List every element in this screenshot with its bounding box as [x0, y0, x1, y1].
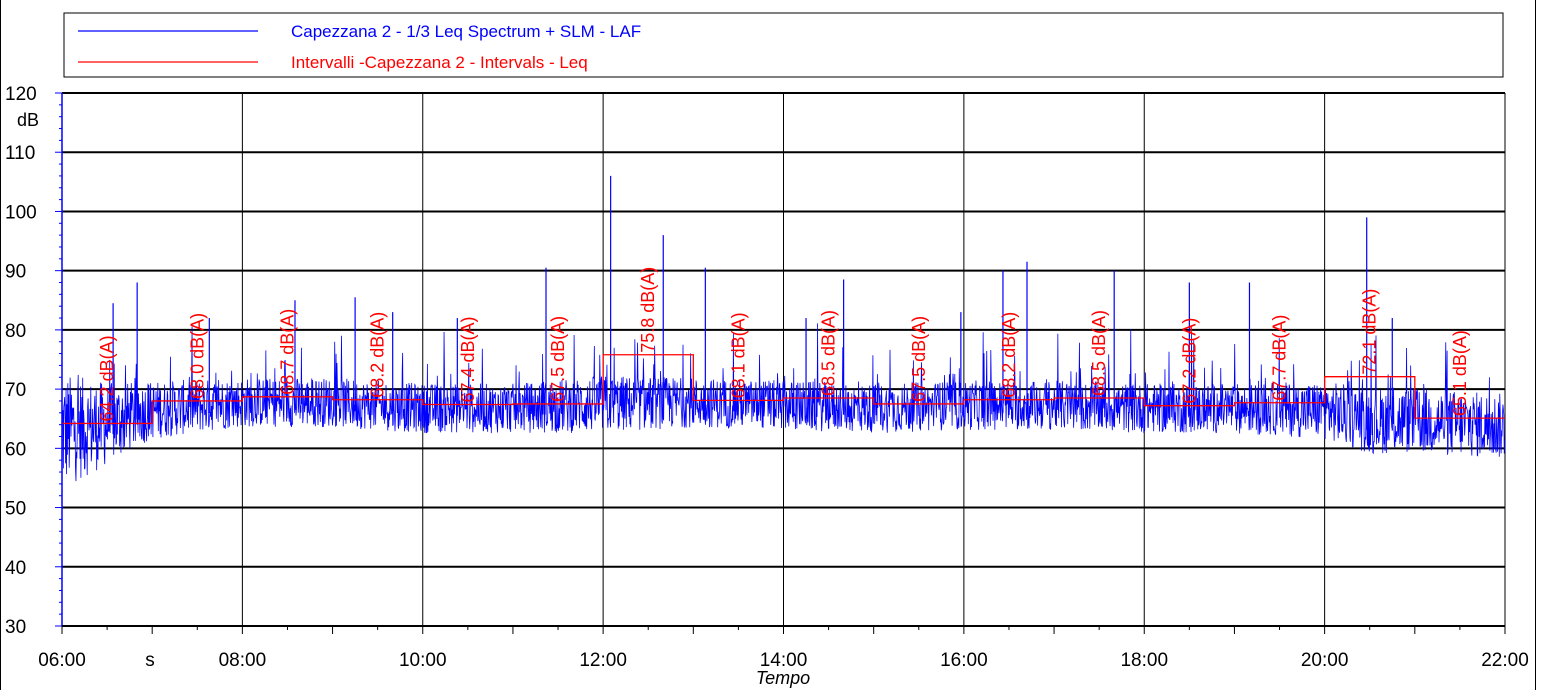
x-tick-label: 20:00 [1301, 650, 1349, 671]
legend-label-intervals: Intervalli -Capezzana 2 - Intervals - Le… [291, 53, 588, 72]
legend-label-laf: Capezzana 2 - 1/3 Leq Spectrum + SLM - L… [291, 22, 641, 41]
interval-label: 64.2 dB(A) [97, 335, 117, 421]
interval-label: 67.4 dB(A) [458, 316, 478, 402]
y-tick-label: 60 [5, 439, 26, 460]
legend: Capezzana 2 - 1/3 Leq Spectrum + SLM - L… [63, 12, 1504, 78]
y-tick-label: 40 [5, 558, 26, 579]
x-axis-title: Tempo [756, 668, 810, 688]
legend-box [63, 12, 1504, 78]
interval-label: 67.5 dB(A) [909, 316, 929, 402]
interval-label: 65.1 dB(A) [1450, 330, 1470, 416]
y-tick-label: 50 [5, 499, 26, 520]
y-tick-label: 90 [5, 262, 26, 283]
interval-label: 68.7 dB(A) [277, 309, 297, 395]
interval-label: 68.1 dB(A) [728, 312, 748, 398]
x-tick-label: 10:00 [399, 650, 447, 671]
y-tick-label: 110 [5, 143, 35, 164]
interval-label: 67.2 dB(A) [1179, 318, 1199, 404]
interval-label: 72.1 dB(A) [1360, 289, 1380, 375]
interval-label: 67.7 dB(A) [1270, 315, 1290, 401]
x-tick-label: 06:00 [38, 650, 86, 671]
axes: 30 40 50 60 70 80 90 100 110 120 06:00 08:00 10:00 12… [5, 84, 1529, 671]
x-tick-label: 08:00 [219, 650, 267, 671]
interval-label: 75.8 dB(A) [638, 267, 658, 353]
x-axis-unit: s [145, 650, 155, 671]
y-axis-unit: dB [17, 110, 39, 130]
x-tick-label: 12:00 [579, 650, 627, 671]
interval-label: 68.0 dB(A) [187, 313, 207, 399]
x-tick-label: 18:00 [1120, 650, 1168, 671]
x-tick-label: 14:00 [760, 650, 808, 671]
interval-label: 68.2 dB(A) [368, 312, 388, 398]
grid [61, 92, 1506, 627]
y-tick-label: 120 [5, 84, 37, 105]
interval-step-line [62, 354, 1505, 425]
interval-label: 68.2 dB(A) [999, 312, 1019, 398]
interval-label: 67.5 dB(A) [548, 316, 568, 402]
y-tick-label: 80 [5, 321, 26, 342]
interval-label: 68.5 dB(A) [819, 310, 839, 396]
interval-label: 68.5 dB(A) [1089, 310, 1109, 396]
y-tick-label: 30 [5, 617, 26, 638]
y-tick-label: 100 [5, 202, 37, 223]
series-intervals: 64.2 dB(A) 68.0 dB(A) 68.7 dB(A) 68.2 dB(A)… [62, 267, 1505, 425]
x-tick-label: 16:00 [940, 650, 988, 671]
x-tick-label: 22:00 [1481, 650, 1529, 671]
y-tick-label: 70 [5, 380, 26, 401]
